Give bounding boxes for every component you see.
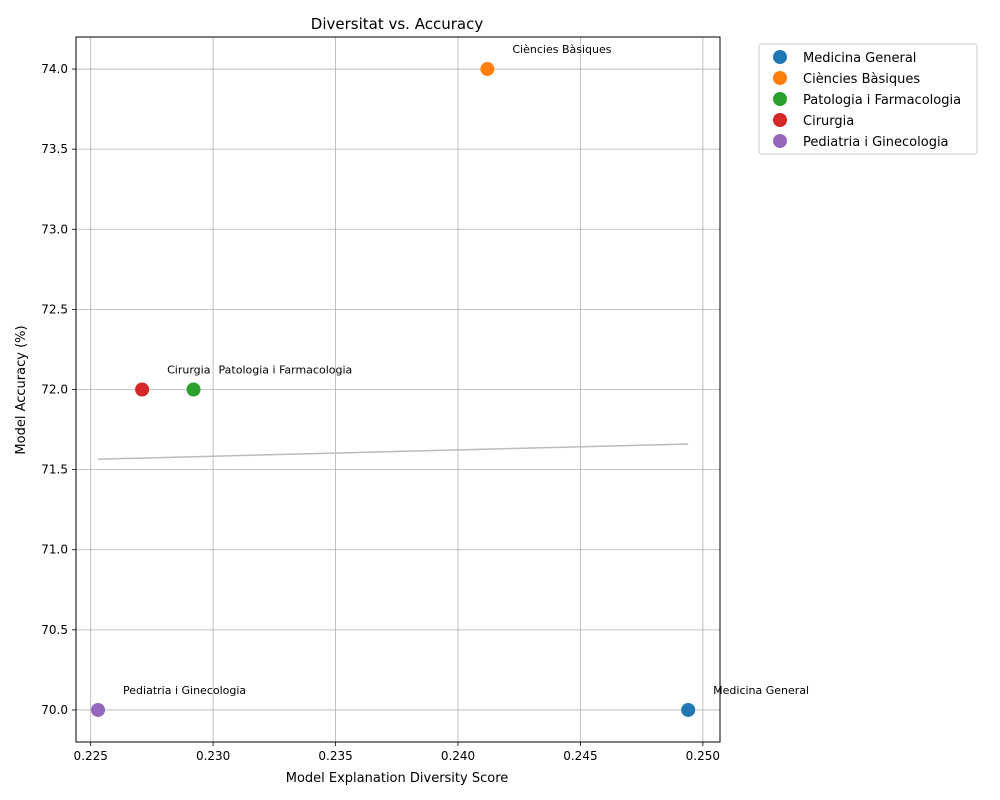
point-label: Medicina General bbox=[713, 684, 809, 697]
y-axis-ticks: 70.0 70.5 71.0 71.5 72.0 72.5 73.0 73.5 74.0 bbox=[41, 62, 76, 717]
y-tick-label: 70.0 bbox=[41, 703, 68, 717]
legend-items: Medicina General Ciències Bàsiques Patolog… bbox=[773, 50, 961, 150]
y-tick-label: 73.5 bbox=[41, 142, 68, 156]
y-tick-label: 72.0 bbox=[41, 383, 68, 397]
y-tick-label: 72.5 bbox=[41, 302, 68, 316]
legend-label: Pediatria i Ginecologia bbox=[803, 135, 949, 150]
x-tick-label: 0.245 bbox=[563, 749, 597, 763]
x-tick-label: 0.230 bbox=[196, 749, 230, 763]
legend-marker bbox=[773, 92, 787, 106]
x-tick-label: 0.225 bbox=[74, 749, 108, 763]
y-tick-label: 73.0 bbox=[41, 222, 68, 236]
data-point bbox=[91, 702, 106, 717]
x-axis-ticks: 0.225 0.230 0.235 0.240 0.245 0.250 bbox=[74, 742, 720, 763]
legend: Medicina General Ciències Bàsiques Patolog… bbox=[758, 43, 978, 155]
x-tick-label: 0.235 bbox=[318, 749, 352, 763]
data-points bbox=[91, 62, 696, 717]
x-tick-label: 0.240 bbox=[441, 749, 475, 763]
legend-label: Cirurgia bbox=[803, 114, 854, 129]
y-axis-label: Model Accuracy (%) bbox=[14, 325, 29, 454]
chart-title: Diversitat vs. Accuracy bbox=[311, 15, 484, 33]
legend-label: Medicina General bbox=[803, 51, 916, 66]
y-tick-label: 74.0 bbox=[41, 62, 68, 76]
x-tick-label: 0.250 bbox=[686, 749, 720, 763]
legend-marker bbox=[773, 113, 787, 127]
data-point bbox=[681, 702, 696, 717]
legend-label: Patologia i Farmacologia bbox=[803, 93, 961, 108]
y-tick-label: 71.5 bbox=[41, 463, 68, 477]
legend-marker bbox=[773, 134, 787, 148]
point-label: Cirurgia bbox=[167, 364, 210, 377]
point-annotations: Medicina General Ciències Bàsiques Patolog… bbox=[123, 43, 809, 697]
grid bbox=[76, 37, 720, 742]
y-tick-label: 70.5 bbox=[41, 623, 68, 637]
x-axis-label: Model Explanation Diversity Score bbox=[286, 771, 509, 786]
legend-marker bbox=[773, 50, 787, 64]
legend-box bbox=[758, 43, 978, 155]
trend-line bbox=[98, 443, 689, 460]
point-label: Patologia i Farmacologia bbox=[219, 364, 353, 377]
point-label: Ciències Bàsiques bbox=[512, 43, 611, 56]
data-point bbox=[480, 62, 495, 77]
data-point bbox=[135, 382, 150, 397]
point-label: Pediatria i Ginecologia bbox=[123, 684, 246, 697]
legend-label: Ciències Bàsiques bbox=[803, 72, 920, 87]
data-point bbox=[186, 382, 201, 397]
legend-marker bbox=[773, 71, 787, 85]
y-tick-label: 71.0 bbox=[41, 543, 68, 557]
